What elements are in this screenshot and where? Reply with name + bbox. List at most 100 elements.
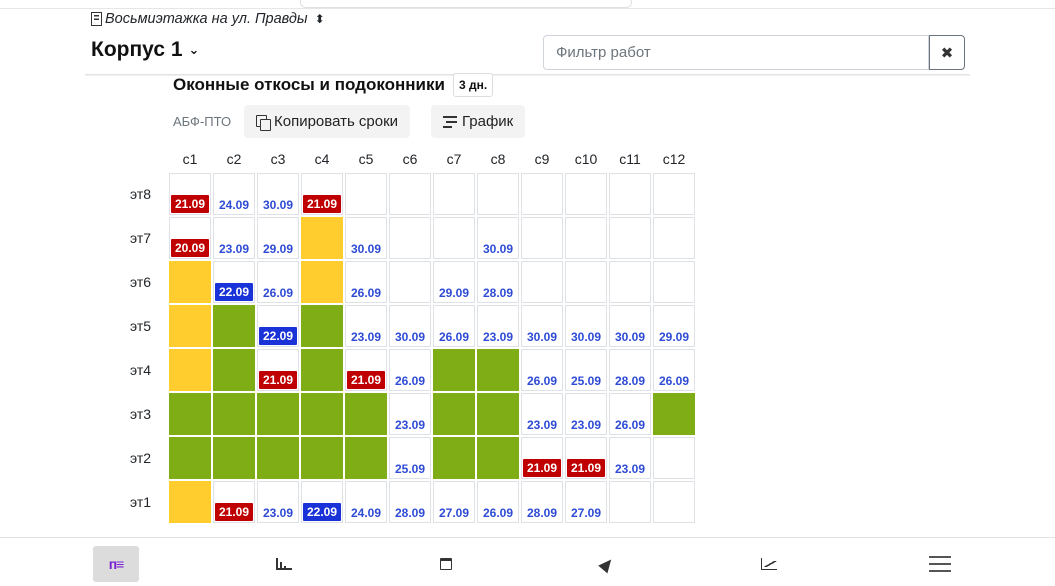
grid-cell[interactable]: 28.09 xyxy=(609,349,651,391)
copy-dates-button[interactable]: Копировать сроки xyxy=(244,105,411,138)
grid-cell[interactable] xyxy=(565,261,607,303)
grid-cell[interactable]: 26.09 xyxy=(389,349,431,391)
grid-cell[interactable]: 26.09 xyxy=(433,305,475,347)
grid-cell[interactable]: 30.09 xyxy=(565,305,607,347)
grid-cell[interactable] xyxy=(213,305,255,347)
grid-cell[interactable]: 26.09 xyxy=(477,481,519,523)
grid-cell[interactable] xyxy=(389,173,431,215)
grid-cell[interactable]: 25.09 xyxy=(565,349,607,391)
grid-cell[interactable] xyxy=(521,217,563,259)
clear-filter-button[interactable]: ✖ xyxy=(929,35,965,70)
grid-cell[interactable] xyxy=(345,173,387,215)
grid-cell[interactable] xyxy=(169,261,211,303)
grid-cell[interactable] xyxy=(565,173,607,215)
grid-cell[interactable]: 27.09 xyxy=(433,481,475,523)
grid-cell[interactable] xyxy=(257,437,299,479)
grid-cell[interactable] xyxy=(653,393,695,435)
gantt-button[interactable]: График xyxy=(431,105,526,138)
nav-location[interactable] xyxy=(584,546,630,582)
filter-input[interactable] xyxy=(543,35,929,70)
grid-cell[interactable] xyxy=(169,481,211,523)
grid-cell[interactable] xyxy=(477,173,519,215)
grid-cell[interactable] xyxy=(213,437,255,479)
grid-cell[interactable]: 23.09 xyxy=(213,217,255,259)
grid-cell[interactable]: 30.09 xyxy=(389,305,431,347)
grid-cell[interactable] xyxy=(609,481,651,523)
grid-cell[interactable] xyxy=(301,437,343,479)
grid-cell[interactable]: 23.09 xyxy=(257,481,299,523)
grid-cell[interactable]: 22.09 xyxy=(301,481,343,523)
grid-cell[interactable] xyxy=(521,173,563,215)
grid-cell[interactable] xyxy=(301,217,343,259)
grid-cell[interactable] xyxy=(565,217,607,259)
grid-cell[interactable] xyxy=(433,437,475,479)
building-selector[interactable]: Корпус 1 ⌄ xyxy=(91,38,199,62)
nav-stats[interactable] xyxy=(261,546,307,582)
grid-cell[interactable] xyxy=(169,437,211,479)
nav-trends[interactable] xyxy=(746,546,792,582)
grid-cell[interactable]: 26.09 xyxy=(653,349,695,391)
grid-cell[interactable]: 21.09 xyxy=(301,173,343,215)
grid-cell[interactable]: 26.09 xyxy=(345,261,387,303)
grid-cell[interactable]: 20.09 xyxy=(169,217,211,259)
grid-cell[interactable]: 22.09 xyxy=(213,261,255,303)
grid-cell[interactable]: 29.09 xyxy=(257,217,299,259)
grid-cell[interactable] xyxy=(653,173,695,215)
grid-cell[interactable]: 21.09 xyxy=(213,481,255,523)
grid-cell[interactable] xyxy=(301,393,343,435)
project-selector[interactable]: Восьмиэтажка на ул. Правды ⬍ xyxy=(91,11,325,27)
grid-cell[interactable]: 30.09 xyxy=(345,217,387,259)
grid-cell[interactable] xyxy=(433,393,475,435)
grid-cell[interactable] xyxy=(213,349,255,391)
grid-cell[interactable] xyxy=(609,217,651,259)
grid-cell[interactable] xyxy=(345,437,387,479)
grid-cell[interactable] xyxy=(653,481,695,523)
grid-cell[interactable]: 23.09 xyxy=(609,437,651,479)
grid-cell[interactable]: 28.09 xyxy=(477,261,519,303)
grid-cell[interactable]: 26.09 xyxy=(521,349,563,391)
grid-cell[interactable] xyxy=(301,305,343,347)
grid-cell[interactable] xyxy=(213,393,255,435)
grid-cell[interactable] xyxy=(389,217,431,259)
grid-cell[interactable]: 26.09 xyxy=(609,393,651,435)
grid-cell[interactable]: 23.09 xyxy=(477,305,519,347)
nav-menu[interactable] xyxy=(917,546,963,582)
grid-cell[interactable]: 23.09 xyxy=(521,393,563,435)
grid-cell[interactable]: 29.09 xyxy=(653,305,695,347)
grid-cell[interactable]: 23.09 xyxy=(389,393,431,435)
grid-cell[interactable] xyxy=(653,217,695,259)
grid-cell[interactable]: 23.09 xyxy=(345,305,387,347)
grid-cell[interactable] xyxy=(433,173,475,215)
grid-cell[interactable]: 27.09 xyxy=(565,481,607,523)
grid-cell[interactable]: 30.09 xyxy=(609,305,651,347)
grid-cell[interactable]: 21.09 xyxy=(345,349,387,391)
grid-cell[interactable] xyxy=(169,393,211,435)
grid-cell[interactable]: 21.09 xyxy=(169,173,211,215)
grid-cell[interactable] xyxy=(433,217,475,259)
grid-cell[interactable] xyxy=(521,261,563,303)
grid-cell[interactable] xyxy=(609,261,651,303)
grid-cell[interactable]: 25.09 xyxy=(389,437,431,479)
nav-logo[interactable]: п≡ xyxy=(93,546,139,582)
grid-cell[interactable]: 24.09 xyxy=(213,173,255,215)
grid-cell[interactable] xyxy=(345,393,387,435)
grid-cell[interactable] xyxy=(257,393,299,435)
grid-cell[interactable] xyxy=(653,437,695,479)
grid-cell[interactable]: 21.09 xyxy=(521,437,563,479)
grid-cell[interactable] xyxy=(169,349,211,391)
grid-cell[interactable] xyxy=(653,261,695,303)
grid-cell[interactable] xyxy=(301,261,343,303)
grid-cell[interactable]: 23.09 xyxy=(565,393,607,435)
grid-cell[interactable] xyxy=(477,393,519,435)
grid-cell[interactable] xyxy=(389,261,431,303)
grid-cell[interactable] xyxy=(433,349,475,391)
grid-cell[interactable]: 26.09 xyxy=(257,261,299,303)
grid-cell[interactable]: 21.09 xyxy=(565,437,607,479)
grid-cell[interactable] xyxy=(169,305,211,347)
grid-cell[interactable]: 28.09 xyxy=(389,481,431,523)
grid-cell[interactable] xyxy=(477,349,519,391)
grid-cell[interactable]: 22.09 xyxy=(257,305,299,347)
grid-cell[interactable] xyxy=(609,173,651,215)
nav-calendar[interactable] xyxy=(423,546,469,582)
grid-cell[interactable] xyxy=(301,349,343,391)
